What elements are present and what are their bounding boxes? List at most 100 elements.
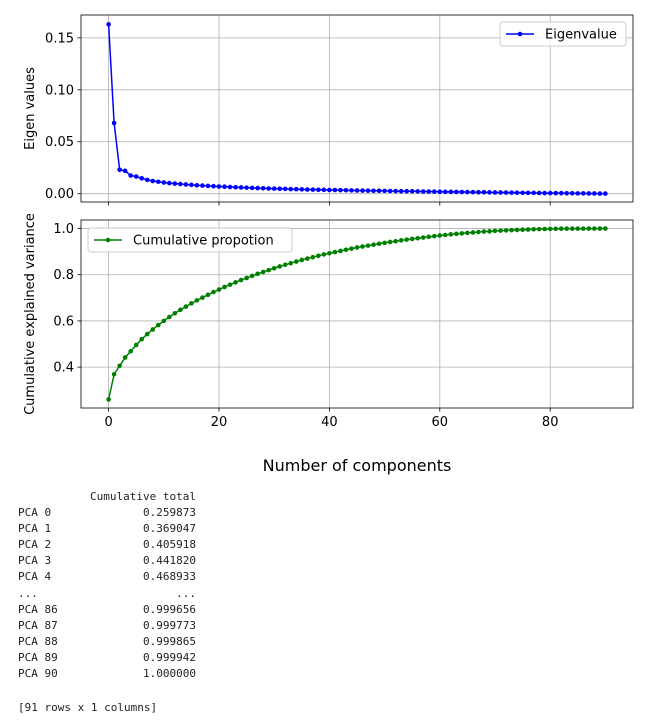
data-point xyxy=(481,229,487,234)
y-tick-label: 0.4 xyxy=(53,361,74,376)
data-point xyxy=(321,187,327,193)
data-point xyxy=(581,226,586,231)
data-point xyxy=(476,189,481,195)
data-point xyxy=(443,189,448,195)
data-point xyxy=(277,264,283,269)
table-row-value: 1.000000 xyxy=(142,667,196,681)
data-point xyxy=(592,191,597,196)
data-point xyxy=(443,232,448,238)
data-point xyxy=(376,188,382,194)
data-point xyxy=(167,314,172,320)
table-row-value: ... xyxy=(176,586,196,600)
data-point xyxy=(575,191,581,196)
data-point xyxy=(150,327,156,332)
data-point xyxy=(509,227,514,233)
data-point xyxy=(316,253,321,259)
data-point xyxy=(553,226,559,232)
data-point xyxy=(277,186,283,192)
data-point xyxy=(503,228,509,233)
table-row: PCA 3 0.441820 xyxy=(18,553,196,569)
cumulative-table: Cumulative total PCA 0 0.259873 PCA 1 0.369… xyxy=(18,489,278,682)
data-point xyxy=(205,292,211,298)
data-point xyxy=(603,226,608,231)
table-index-header xyxy=(18,489,90,505)
data-point xyxy=(371,242,376,248)
data-point xyxy=(454,231,459,237)
data-point xyxy=(376,241,382,247)
table-header-row: Cumulative total xyxy=(18,489,196,505)
data-point xyxy=(117,363,122,369)
data-point xyxy=(509,190,514,195)
legend-marker xyxy=(517,31,523,37)
data-point xyxy=(437,233,443,238)
table-row-index: PCA 86 xyxy=(18,602,58,616)
data-point xyxy=(476,229,481,235)
data-point xyxy=(514,227,520,233)
data-point xyxy=(470,189,476,195)
data-point xyxy=(465,230,470,236)
table-column-header: Cumulative total xyxy=(90,490,196,503)
table-row: PCA 87 0.999773 xyxy=(18,618,196,634)
data-point xyxy=(520,190,525,196)
data-point xyxy=(332,249,338,255)
data-point xyxy=(398,238,404,243)
table-row-index: PCA 2 xyxy=(18,538,52,552)
data-point xyxy=(547,190,553,196)
data-point xyxy=(360,244,365,249)
y-axis-label: Cumulative explained variance xyxy=(23,213,38,415)
table-row-value: 0.259873 xyxy=(142,506,196,520)
data-point xyxy=(597,191,603,196)
data-point xyxy=(233,280,238,285)
x-tick-label: 80 xyxy=(542,415,559,430)
data-point xyxy=(387,188,393,194)
data-point xyxy=(299,187,305,192)
y-tick-label: 1.0 xyxy=(53,222,74,237)
data-point xyxy=(266,267,271,273)
data-point xyxy=(211,289,216,295)
data-point xyxy=(244,185,249,190)
data-point xyxy=(569,226,575,231)
data-point xyxy=(343,187,349,193)
data-point xyxy=(354,188,360,193)
data-point xyxy=(547,226,553,232)
table-row-index: PCA 87 xyxy=(18,618,58,632)
data-point xyxy=(238,277,244,283)
data-point xyxy=(371,188,376,194)
table-row-index: PCA 3 xyxy=(18,554,52,568)
table-row: PCA 90 1.000000 xyxy=(18,666,196,682)
data-point xyxy=(520,227,525,233)
data-point xyxy=(404,237,409,242)
data-point xyxy=(487,229,492,234)
data-point xyxy=(586,191,592,196)
data-point xyxy=(393,238,398,244)
data-point xyxy=(161,180,167,185)
data-point xyxy=(111,371,117,377)
data-point xyxy=(470,230,476,235)
data-point xyxy=(310,254,316,260)
data-point xyxy=(404,188,409,194)
data-point xyxy=(492,228,498,234)
x-axis-label: Number of components xyxy=(263,456,452,475)
data-point xyxy=(238,185,244,190)
data-point xyxy=(327,250,332,256)
data-point xyxy=(183,304,189,309)
data-point xyxy=(161,318,167,324)
data-point xyxy=(448,232,454,237)
data-point xyxy=(542,190,547,196)
data-point xyxy=(354,245,360,250)
table-row-index: PCA 89 xyxy=(18,650,58,664)
data-point xyxy=(233,184,238,190)
data-point xyxy=(503,190,509,195)
data-point xyxy=(531,226,536,232)
pca-figure: 0.00 0.05 0.10 0.15 Eigen values Eigenvalue 0 2… xyxy=(23,14,634,475)
data-point xyxy=(481,189,487,195)
table-row-index: PCA 0 xyxy=(18,506,52,520)
data-point xyxy=(293,186,299,192)
table-row-value: 0.369047 xyxy=(142,522,196,536)
data-point xyxy=(122,355,128,360)
table-row: PCA 1 0.369047 xyxy=(18,521,196,537)
data-point xyxy=(244,275,249,281)
y-tick-label: 0.05 xyxy=(45,135,74,150)
plot-frame xyxy=(80,219,634,409)
table-row-value: 0.405918 xyxy=(142,538,196,552)
